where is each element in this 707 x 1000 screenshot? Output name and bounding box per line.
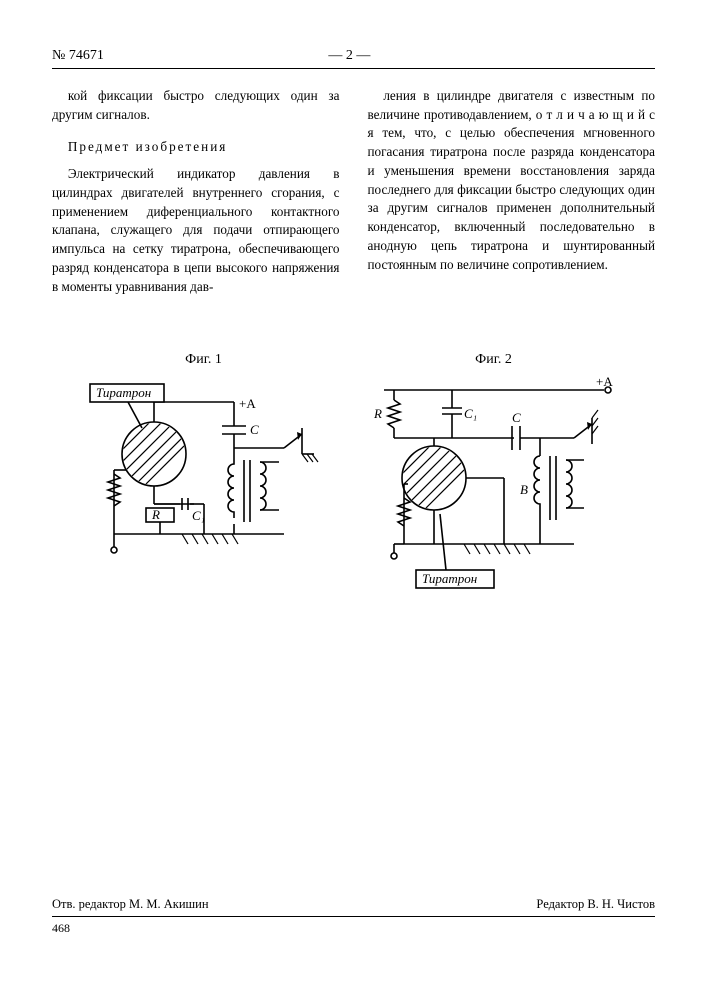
fig1-label-C: C xyxy=(250,422,259,437)
fig2-label-C: C xyxy=(512,410,521,425)
fig2-caption: Фиг. 2 xyxy=(364,352,624,368)
fig2-label-C1: C₁ xyxy=(464,406,477,421)
fig1-label-C1: C₁ xyxy=(192,508,205,523)
fig1-label-R: R xyxy=(151,507,160,522)
footer-pagenum: 468 xyxy=(52,921,655,936)
fig2-svg: +A R C₁ xyxy=(364,374,624,604)
header-rule xyxy=(52,68,655,69)
footer-left: Отв. редактор М. М. Акишин xyxy=(52,897,209,912)
right-p1: ления в цилиндре двигателя с известным п… xyxy=(368,87,656,274)
left-p2: Электрический индикатор давления в цилин… xyxy=(52,165,340,296)
fig2-label-A: +A xyxy=(596,374,613,389)
fig2-thyratron-label: Тиратрон xyxy=(422,571,477,586)
doc-number: № 74671 xyxy=(52,48,104,64)
fig1-caption: Фиг. 1 xyxy=(84,352,324,368)
figure-2: Фиг. 2 +A R xyxy=(364,352,624,604)
footer-rule xyxy=(52,916,655,917)
page-marker: — 2 — xyxy=(328,48,370,64)
footer-right: Редактор В. Н. Чистов xyxy=(536,897,655,912)
fig1-label-A: +A xyxy=(239,396,256,411)
subject-heading: Предмет изобретения xyxy=(52,138,340,157)
fig1-thyratron-label: Тиратрон xyxy=(96,385,151,400)
left-p1: кой фиксации быстро следующих один за др… xyxy=(52,87,340,124)
fig2-label-B: B xyxy=(520,482,528,497)
figure-1: Фиг. 1 +A xyxy=(84,352,324,604)
right-column: ления в цилиндре двигателя с известным п… xyxy=(368,87,656,302)
fig1-svg: +A C xyxy=(84,374,324,584)
page-footer: Отв. редактор М. М. Акишин Редактор В. Н… xyxy=(52,897,655,936)
fig2-label-R: R xyxy=(373,406,382,421)
page-header: № 74671 — 2 — xyxy=(52,48,655,64)
left-column: кой фиксации быстро следующих один за др… xyxy=(52,87,340,302)
figures-block: Фиг. 1 +A xyxy=(52,352,655,604)
body-columns: кой фиксации быстро следующих один за др… xyxy=(52,87,655,302)
